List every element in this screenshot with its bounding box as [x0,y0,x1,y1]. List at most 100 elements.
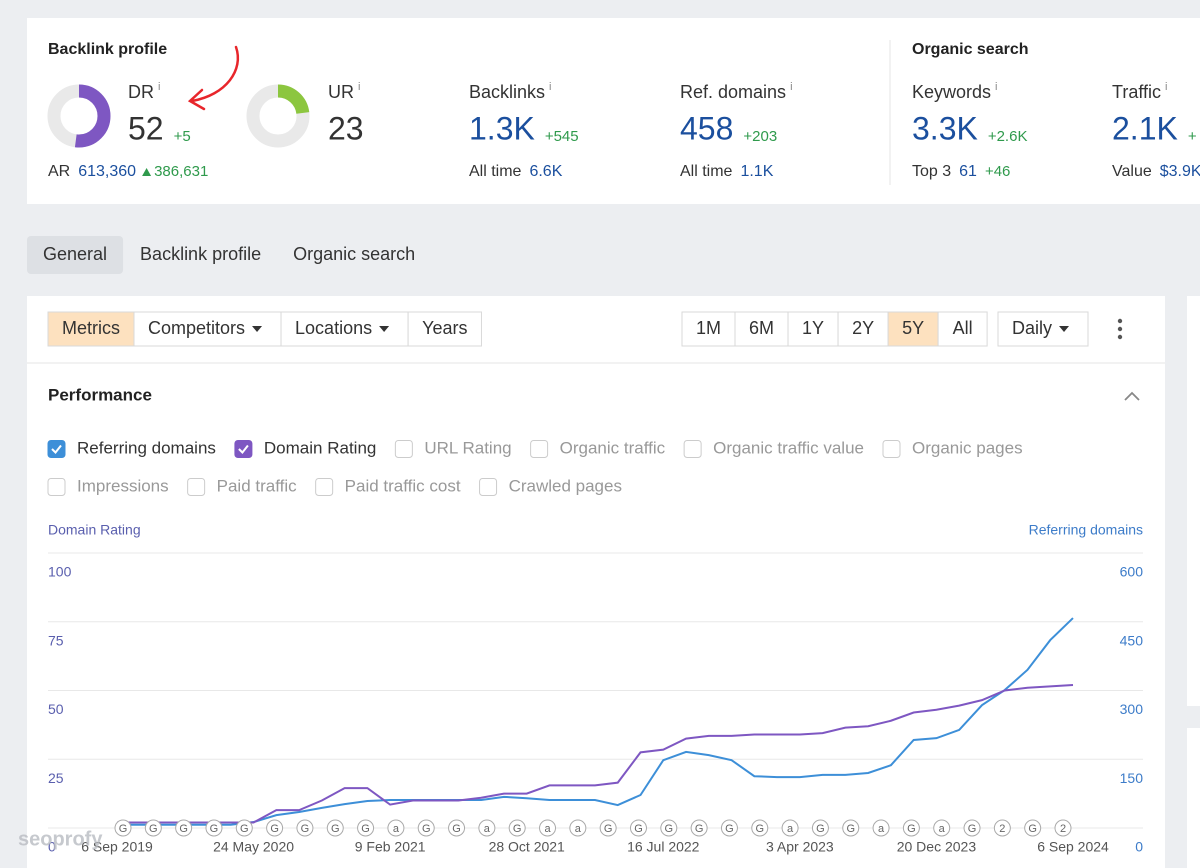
event-marker[interactable] [720,819,738,837]
button[interactable]: Locations [295,318,372,338]
gauge-arc [246,84,310,148]
button-bg[interactable] [887,311,939,347]
metric-toggle[interactable]: Organic pages [912,438,1023,457]
event-label: G [1028,823,1037,835]
event-marker[interactable] [751,819,769,837]
metric-toggle[interactable]: Crawled pages [509,476,622,495]
sub-delta: +46 [985,163,1010,180]
tab[interactable]: Backlink profile [140,244,261,264]
series-line [117,617,1074,826]
menu-dot[interactable] [1117,318,1123,324]
event-marker[interactable] [539,819,557,837]
event-label: a [484,823,491,835]
button-bg[interactable] [997,311,1089,347]
event-marker[interactable] [326,819,344,837]
event-marker[interactable] [902,819,920,837]
metric-toggle[interactable]: Organic traffic [560,438,666,457]
event-marker[interactable] [387,819,405,837]
tab[interactable]: General [43,244,107,264]
checkbox[interactable] [315,478,334,496]
button-bg[interactable] [837,311,889,347]
button[interactable]: 6M [749,318,774,338]
event-marker[interactable] [842,819,860,837]
checkbox[interactable] [47,478,66,496]
event-marker[interactable] [933,819,951,837]
metric-toggle[interactable]: URL Rating [424,438,511,457]
check [238,444,249,455]
metric-toggle[interactable]: Paid traffic [217,476,298,495]
checkbox[interactable] [394,440,413,458]
sub-value: $3.9K [1160,163,1200,180]
event-marker[interactable] [235,819,253,837]
metric-value: 23 [328,110,364,146]
checkbox[interactable] [234,440,253,458]
info-icon: i [995,81,997,93]
event-marker[interactable] [266,819,284,837]
button-bg[interactable] [681,311,736,347]
button[interactable]: Daily [1012,318,1052,338]
button[interactable]: All [953,318,973,338]
event-marker[interactable] [963,819,981,837]
event-marker[interactable] [296,819,314,837]
metric-toggle[interactable]: Impressions [77,476,169,495]
event-marker[interactable] [175,819,193,837]
event-label: G [695,823,704,835]
section-title: Backlink profile [48,41,167,58]
button-bg[interactable] [734,311,789,347]
event-marker[interactable] [448,819,466,837]
event-label: G [361,823,370,835]
tab[interactable]: Organic search [293,244,415,264]
button[interactable]: 2Y [852,318,874,338]
button[interactable]: 5Y [902,318,924,338]
event-marker[interactable] [781,819,799,837]
button[interactable]: Years [422,318,467,338]
checkbox[interactable] [530,440,549,458]
menu-dot[interactable] [1117,334,1123,340]
button-bg[interactable] [407,311,482,347]
button-bg[interactable] [937,311,988,347]
event-marker[interactable] [114,819,132,837]
metric-toggle[interactable]: Paid traffic cost [345,476,461,495]
x-tick-label: 20 Dec 2023 [897,839,977,855]
collapse-chevron[interactable] [1124,391,1140,401]
event-marker[interactable] [993,819,1011,837]
metric-delta: + [1188,128,1197,145]
event-marker[interactable] [811,819,829,837]
button-bg[interactable] [47,311,135,347]
event-marker[interactable] [599,819,617,837]
side-card [1187,296,1200,706]
metric-toggle[interactable]: Organic traffic value [713,438,864,457]
checkbox[interactable] [187,478,206,496]
y2-tick-label: 600 [1120,564,1144,580]
event-marker[interactable] [872,819,890,837]
button[interactable]: 1Y [802,318,824,338]
event-label: a [544,823,551,835]
button[interactable]: Metrics [62,318,120,338]
metric-toggle[interactable]: Referring domains [77,438,216,457]
checkbox[interactable] [683,440,702,458]
checkbox[interactable] [47,440,66,458]
event-marker[interactable] [690,819,708,837]
axis-title: Referring domains [1029,522,1143,538]
event-marker[interactable] [478,819,496,837]
event-marker[interactable] [569,819,587,837]
button[interactable]: Competitors [148,318,245,338]
event-label: G [907,823,916,835]
metric-toggle[interactable]: Domain Rating [264,438,376,457]
event-marker[interactable] [1054,819,1072,837]
button[interactable]: 1M [696,318,721,338]
event-marker[interactable] [205,819,223,837]
event-marker[interactable] [660,819,678,837]
event-marker[interactable] [629,819,647,837]
menu-dot[interactable] [1117,326,1123,332]
event-marker[interactable] [1024,819,1042,837]
event-marker[interactable] [417,819,435,837]
button-bg[interactable] [787,311,839,347]
checkbox[interactable] [479,478,498,496]
event-marker[interactable] [508,819,526,837]
event-marker[interactable] [357,819,375,837]
metric-value: 1.3K [469,110,535,146]
event-marker[interactable] [144,819,162,837]
x-tick-label: 3 Apr 2023 [766,839,834,855]
checkbox[interactable] [882,440,901,458]
